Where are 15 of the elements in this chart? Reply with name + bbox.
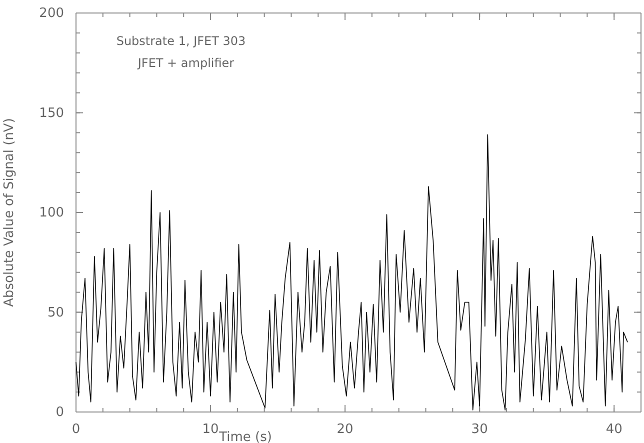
y-tick-label: 50 — [47, 305, 64, 320]
y-tick-label: 200 — [39, 6, 64, 22]
x-tick-label: 40 — [606, 422, 622, 438]
y-axis-title: Absolute Value of Signal (nV) — [2, 118, 17, 307]
x-axis-title: Time (s) — [218, 430, 272, 443]
x-tick-label: 10 — [202, 422, 219, 438]
y-tick-label: 150 — [39, 106, 64, 121]
y-tick-label: 0 — [56, 405, 64, 420]
x-tick-label: 0 — [72, 422, 80, 438]
annotation: JFET + amplifier — [136, 56, 234, 70]
x-tick-label: 30 — [471, 422, 488, 438]
line-series — [76, 134, 628, 410]
annotation: Substrate 1, JFET 303 — [116, 34, 246, 48]
x-tick-label: 20 — [336, 422, 354, 438]
y-tick-label: 100 — [39, 206, 64, 221]
